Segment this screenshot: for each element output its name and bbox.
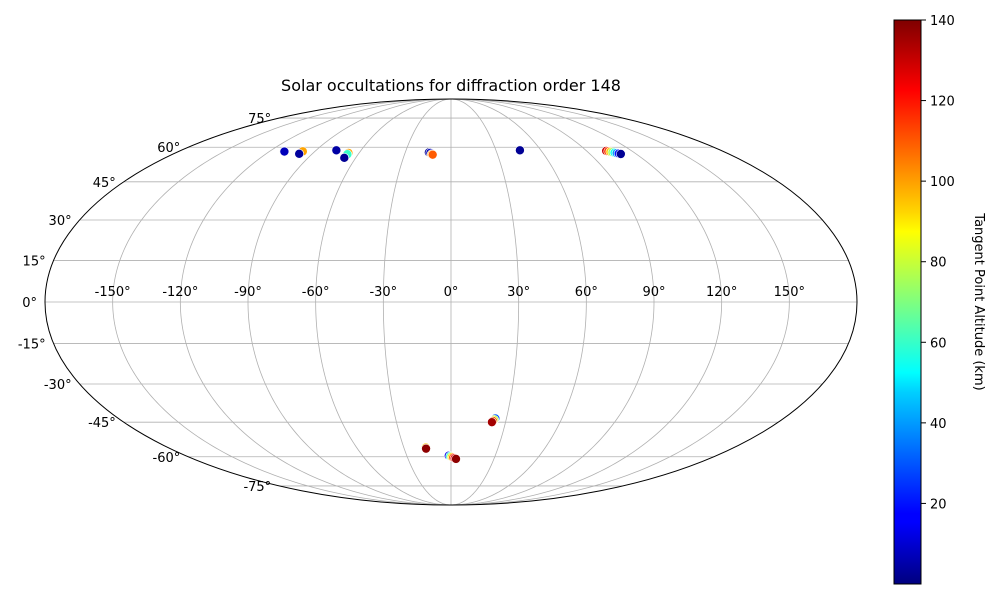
- longitude-tick-label: -60°: [302, 285, 330, 300]
- colorbar-tick-labels: 20 40 60 80 100 120 140: [921, 14, 955, 512]
- colorbar-tick-label: 20: [930, 497, 947, 512]
- longitude-tick-label: -150°: [95, 285, 131, 300]
- longitude-tick-labels: -150° -120° -90° -60° -30° 0° 30° 60° 90° 120° 150…: [95, 285, 805, 300]
- occultation-point: [427, 149, 438, 160]
- occultation-point: [487, 417, 497, 427]
- latitude-tick-label: 60°: [157, 141, 180, 156]
- latitude-tick-label: 75°: [248, 112, 271, 127]
- colorbar-label: Tangent Point Altitude (km): [971, 212, 986, 390]
- colorbar-tick-label: 100: [930, 175, 955, 190]
- longitude-tick-label: 60°: [575, 285, 598, 300]
- colorbar-tick-label: 80: [930, 256, 947, 271]
- longitude-tick-label: 90°: [642, 285, 665, 300]
- latitude-tick-label: 30°: [49, 214, 72, 229]
- longitude-tick-label: -90°: [234, 285, 262, 300]
- graticule: [45, 99, 857, 505]
- colorbar: [893, 19, 922, 585]
- longitude-tick-label: 150°: [774, 285, 805, 300]
- colorbar-tick-label: 140: [930, 14, 955, 29]
- occultation-point: [616, 149, 626, 159]
- map-outline: [44, 98, 858, 506]
- longitude-tick-label: -120°: [162, 285, 198, 300]
- chart-title: Solar occultations for diffraction order…: [281, 76, 621, 95]
- longitude-tick-label: 120°: [706, 285, 737, 300]
- latitude-tick-labels: 75° 60° 45° 30° 15° 0° -15° -30° -45° -60° -75°: [18, 112, 271, 495]
- latitude-tick-label: 45°: [93, 176, 116, 191]
- longitude-tick-label: 0°: [444, 285, 459, 300]
- occultation-point: [339, 153, 350, 163]
- occultation-points: [279, 145, 626, 464]
- colorbar-tick-label: 120: [930, 95, 955, 110]
- latitude-tick-label: 15°: [23, 254, 46, 269]
- occultation-point: [421, 443, 431, 454]
- longitude-tick-label: 30°: [507, 285, 530, 300]
- latitude-tick-label: 0°: [22, 296, 37, 311]
- latitude-tick-label: -15°: [18, 338, 46, 353]
- occultation-point: [331, 145, 342, 156]
- latitude-tick-label: -75°: [243, 480, 271, 495]
- occultation-point: [279, 146, 290, 157]
- colorbar-tick-label: 40: [930, 417, 947, 432]
- occultation-point: [451, 454, 461, 464]
- latitude-tick-label: -60°: [153, 451, 181, 466]
- occultation-point: [294, 148, 304, 159]
- latitude-tick-label: -30°: [44, 378, 72, 393]
- longitude-tick-label: -30°: [369, 285, 397, 300]
- latitude-tick-label: -45°: [88, 416, 116, 431]
- colorbar-tick-label: 60: [930, 336, 947, 351]
- occultation-point: [515, 145, 525, 156]
